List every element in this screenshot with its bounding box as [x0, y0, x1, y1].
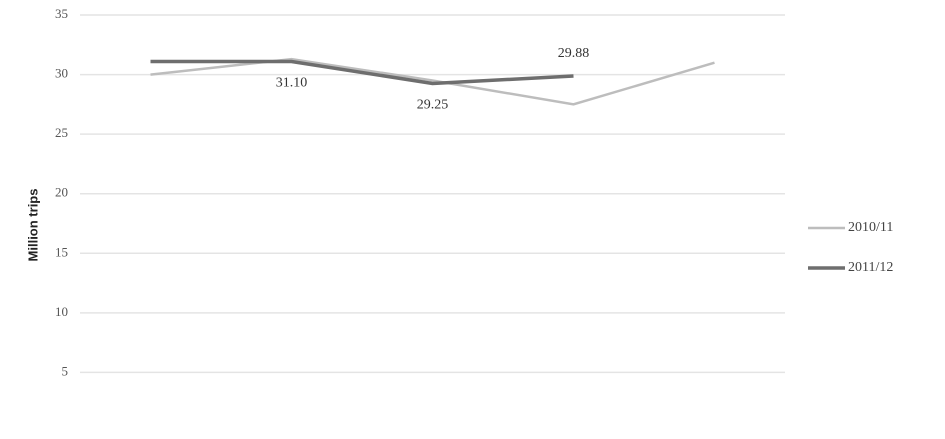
y-tick-label: 25 [55, 125, 68, 140]
y-tick-label: 30 [55, 66, 68, 81]
y-axis-title: Million trips [25, 189, 40, 262]
y-tick-label: 20 [55, 185, 68, 200]
line-series [150, 57, 715, 106]
data-label: 29.88 [558, 46, 590, 61]
line-series [150, 59, 574, 86]
y-tick-label: 35 [55, 6, 68, 21]
legend-label: 2011/12 [848, 260, 893, 275]
y-tick-label: 10 [55, 304, 68, 319]
data-label: 29.25 [417, 98, 449, 113]
legend-label: 2010/11 [848, 220, 893, 235]
y-tick-label: 5 [62, 363, 69, 378]
data-label: 31.10 [276, 76, 308, 91]
y-tick-label: 15 [55, 244, 68, 259]
